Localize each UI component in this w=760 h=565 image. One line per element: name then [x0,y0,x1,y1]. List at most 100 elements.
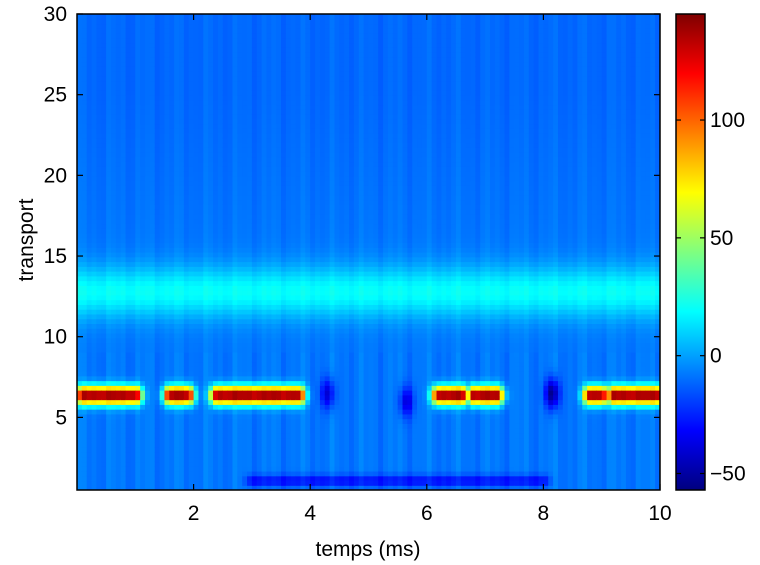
heatmap-cell [106,90,112,96]
heatmap-cell [193,252,200,258]
heatmap-cell [247,351,253,358]
heatmap-cell [203,37,209,44]
heatmap-cell [149,332,156,339]
heatmap-cell [290,171,297,177]
heatmap-cell [208,161,214,167]
heatmap-cell [247,123,253,129]
heatmap-cell [130,190,136,196]
heatmap-cell [125,218,132,225]
heatmap-cell [203,280,209,286]
heatmap-cell [198,394,204,401]
heatmap-cell [164,218,170,225]
heatmap-cell [251,66,258,72]
heatmap-cell [111,152,117,158]
heatmap-cell [130,361,136,367]
heatmap-cell [174,137,180,144]
heatmap-cell [271,232,277,239]
heatmap-cell [208,118,214,125]
heatmap-cell [208,104,214,110]
heatmap-cell [120,356,127,363]
heatmap-cell [111,52,117,58]
heatmap-cell [266,71,272,77]
heatmap-cell [300,180,306,186]
heatmap-cell [183,447,190,453]
heatmap-cell [261,294,268,301]
heatmap-cell [169,156,175,163]
heatmap-cell [77,318,83,324]
heatmap-cell [169,385,175,391]
heatmap-cell [77,171,83,177]
heatmap-cell [81,366,88,372]
heatmap-cell [290,42,297,48]
heatmap-cell [208,123,214,129]
heatmap-cell [174,461,180,467]
heatmap-cell [261,252,268,258]
heatmap-cell [281,375,287,382]
heatmap-cell [300,14,306,20]
heatmap-cell [91,75,98,82]
heatmap-cell [111,366,117,372]
heatmap-cell [159,14,166,20]
heatmap-cell [193,94,200,101]
heatmap-cell [125,47,132,53]
heatmap-cell [213,28,219,34]
heatmap-cell [198,194,204,201]
heatmap-cell [111,218,117,225]
heatmap-cell [164,275,170,282]
heatmap-cell [193,18,200,25]
heatmap-cell [198,475,204,482]
heatmap-cell [193,475,200,482]
heatmap-cell [188,390,195,396]
heatmap-cell [77,42,83,48]
heatmap-cell [285,156,292,163]
heatmap-cell [247,428,253,434]
heatmap-cell [217,133,224,139]
heatmap-cell [183,371,190,377]
heatmap-cell [208,109,214,115]
heatmap-cell [115,128,122,134]
heatmap-cell [271,285,277,291]
heatmap-cell [179,447,185,453]
heatmap-cell [208,137,214,144]
heatmap-cell [77,304,83,310]
heatmap-cell [106,275,112,282]
heatmap-cell [135,128,141,134]
heatmap-cell [222,47,229,53]
heatmap-cell [247,80,253,86]
heatmap-cell [169,252,175,258]
heatmap-cell [120,133,127,139]
heatmap-cell [271,171,277,177]
heatmap-cell [295,432,302,439]
heatmap-cell [261,71,268,77]
heatmap-cell [101,28,107,34]
heatmap-cell [125,323,132,329]
heatmap-cell [140,161,146,167]
heatmap-cell [256,47,263,53]
heatmap-cell [242,113,248,120]
heatmap-cell [140,466,146,472]
heatmap-cell [198,470,204,477]
heatmap-cell [281,390,287,396]
heatmap-cell [300,351,306,358]
heatmap-cell [290,33,297,39]
heatmap-cell [242,199,248,205]
heatmap-cell [188,304,195,310]
heatmap-cell [208,180,214,186]
heatmap-cell [149,52,156,58]
heatmap-cell [81,294,88,301]
heatmap-cell [222,390,229,396]
heatmap-cell [164,194,170,201]
heatmap-cell [111,361,117,367]
heatmap-cell [120,171,127,177]
heatmap-cell [237,252,243,258]
heatmap-cell [310,451,316,458]
heatmap-cell [242,266,248,272]
heatmap-cell [135,142,141,148]
heatmap-cell [106,209,112,215]
heatmap-cell [77,23,83,29]
heatmap-cell [285,199,292,205]
heatmap-cell [208,280,214,286]
heatmap-cell [174,428,180,434]
heatmap-cell [256,199,263,205]
heatmap-cell [188,18,195,25]
